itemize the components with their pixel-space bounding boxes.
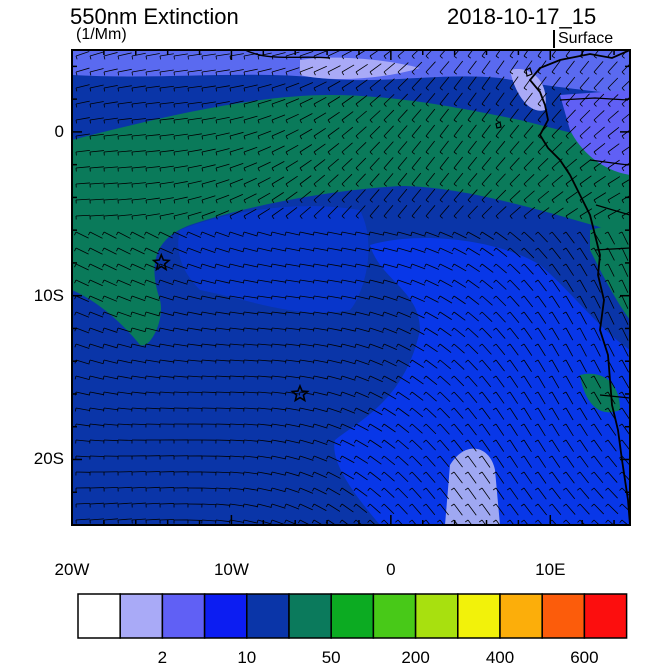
wind-barb-flag [271, 424, 272, 427]
x-tick-label: 0 [371, 560, 411, 580]
wind-barb [160, 487, 174, 488]
colorbar-label: 2 [137, 648, 187, 668]
wind-barb-flag [146, 72, 147, 75]
wind-barb-flag [173, 344, 174, 347]
colorbar-box [247, 594, 289, 638]
colorbar-box [584, 594, 626, 638]
colorbar-box [331, 594, 373, 638]
wind-barb [90, 456, 104, 457]
wind-barb-flag [188, 136, 189, 139]
colorbar-box [289, 594, 331, 638]
wind-barb-flag [243, 488, 244, 491]
wind-barb-flag [299, 280, 300, 283]
wind-barb-flag [89, 408, 90, 411]
colorbar-box [416, 594, 458, 638]
wind-barb-flag [257, 456, 258, 459]
wind-barb-flag [174, 56, 175, 59]
wind-barb-flag [104, 104, 105, 107]
y-tick-label: 0 [20, 122, 64, 142]
colorbar-label: 50 [306, 648, 356, 668]
colorbar-box [373, 594, 415, 638]
wind-barb-flag [76, 136, 77, 139]
wind-barb [160, 503, 174, 504]
wind-barb [216, 456, 230, 457]
extinction-field [72, 44, 634, 531]
colorbar-label: 10 [222, 648, 272, 668]
colorbar-box [162, 594, 204, 638]
wind-barb-flag [146, 216, 147, 219]
wind-barb-flag [243, 296, 244, 299]
wind-barb-flag [145, 360, 146, 363]
wind-barb-flag [313, 280, 314, 283]
colorbar-box [120, 594, 162, 638]
x-tick-label: 10E [530, 560, 570, 580]
x-tick-label: 20W [52, 560, 92, 580]
wind-barb-flag [174, 152, 175, 155]
wind-barb-flag [202, 56, 203, 59]
wind-barb-flag [131, 376, 132, 379]
wind-barb-flag [313, 296, 314, 299]
wind-barb-flag [202, 88, 203, 91]
colorbar-label: 200 [391, 648, 441, 668]
colorbar-box [542, 594, 584, 638]
wind-barb-flag [271, 280, 272, 283]
wind-barb [146, 471, 160, 472]
y-tick-label: 20S [20, 449, 64, 469]
colorbar-box [205, 594, 247, 638]
wind-barb-flag [174, 168, 175, 171]
wind-barb-flag [160, 56, 161, 59]
wind-barb-flag [216, 56, 217, 59]
colorbar-box [500, 594, 542, 638]
wind-barb-flag [132, 88, 133, 91]
colorbar-boxes [78, 594, 627, 638]
wind-barb-flag [216, 72, 217, 75]
x-tick-label: 10W [211, 560, 251, 580]
wind-barb-flag [160, 184, 161, 187]
wind-barb-flag [299, 360, 300, 363]
colorbar-box [458, 594, 500, 638]
wind-barb [132, 471, 146, 472]
wind-barb-flag [103, 392, 104, 395]
wind-barb-flag [285, 280, 286, 283]
colorbar-label: 600 [559, 648, 609, 668]
wind-barb-flag [202, 104, 203, 107]
wind-barb-flag [187, 328, 188, 331]
wind-barb-flag [188, 56, 189, 59]
wind-barb-flag [215, 312, 216, 315]
wind-barb-flag [313, 328, 314, 331]
wind-barb-flag [188, 120, 189, 123]
wind-barb-flag [201, 328, 202, 331]
wind-barb-flag [90, 120, 91, 123]
colorbar-label: 400 [475, 648, 525, 668]
wind-barb-flag [118, 88, 119, 91]
y-tick-label: 10S [20, 286, 64, 306]
wind-barb-flag [285, 392, 286, 395]
wind-barb-flag [313, 312, 314, 315]
colorbar-box [78, 594, 120, 638]
